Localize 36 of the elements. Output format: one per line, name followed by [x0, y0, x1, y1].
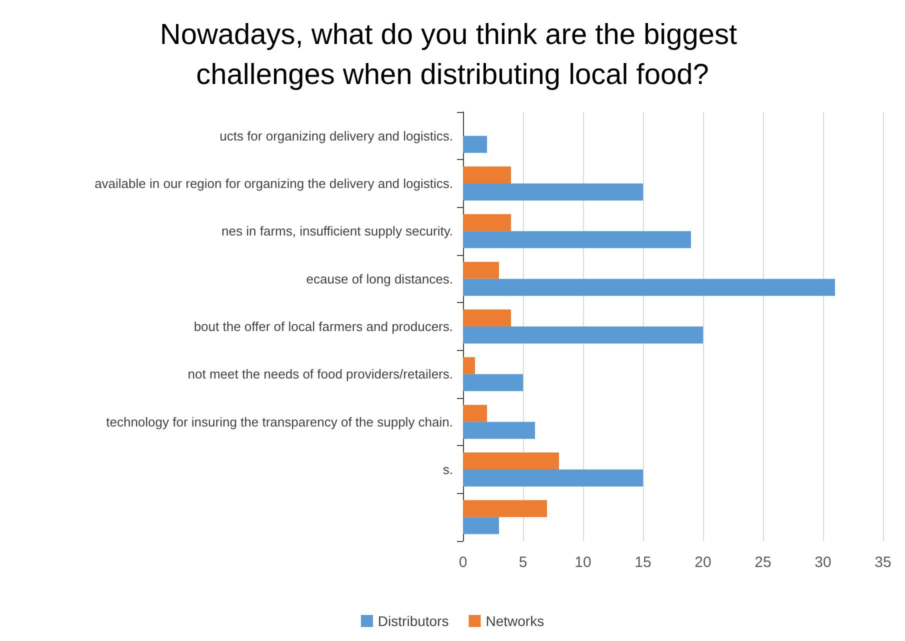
- legend-label: Distributors: [378, 613, 449, 629]
- bar: [463, 278, 835, 296]
- bar: [463, 326, 703, 344]
- bar: [463, 404, 487, 422]
- bar: [463, 231, 691, 248]
- y-tick-label: nes in farms, insufficient supply security.: [222, 224, 453, 239]
- bar: [463, 422, 535, 439]
- bar: [463, 214, 511, 232]
- x-tick-label: 30: [814, 554, 832, 571]
- x-tick-label: 10: [574, 554, 592, 571]
- x-tick-label: 15: [634, 554, 652, 571]
- y-tick-label: not meet the needs of food providers/retailers.: [188, 366, 453, 382]
- x-tick-label: 5: [518, 554, 528, 571]
- y-tick-label: bout the offer of local farmers and producers.: [194, 319, 453, 334]
- bar: [463, 517, 499, 534]
- bar: [463, 374, 523, 392]
- x-tick-label: 0: [458, 554, 468, 571]
- bar: [463, 357, 475, 374]
- x-tick-label: 35: [874, 554, 892, 571]
- bar: [463, 470, 643, 486]
- legend-label: Networks: [486, 613, 544, 629]
- bar: [463, 184, 643, 200]
- y-tick-label: technology for insuring the transparency of the supply chain.: [106, 414, 453, 430]
- bar: [463, 136, 487, 153]
- y-tick-label: available in our region for organizing the delivery and logistics.: [94, 176, 453, 191]
- y-tick-label: ucts for organizing delivery and logistics.: [220, 128, 453, 144]
- bar: [463, 262, 499, 279]
- x-tick-label: 20: [694, 554, 712, 571]
- chart-title: Nowadays, what do you think are the biggest challenges when distributing local food?: [160, 19, 746, 91]
- bar: [463, 166, 511, 184]
- bar: [463, 500, 547, 518]
- bar: [463, 310, 511, 326]
- y-tick-label: s.: [442, 462, 453, 477]
- x-tick-label: 25: [754, 554, 772, 571]
- bar: [463, 452, 559, 470]
- y-tick-label: ecause of long distances.: [306, 271, 453, 286]
